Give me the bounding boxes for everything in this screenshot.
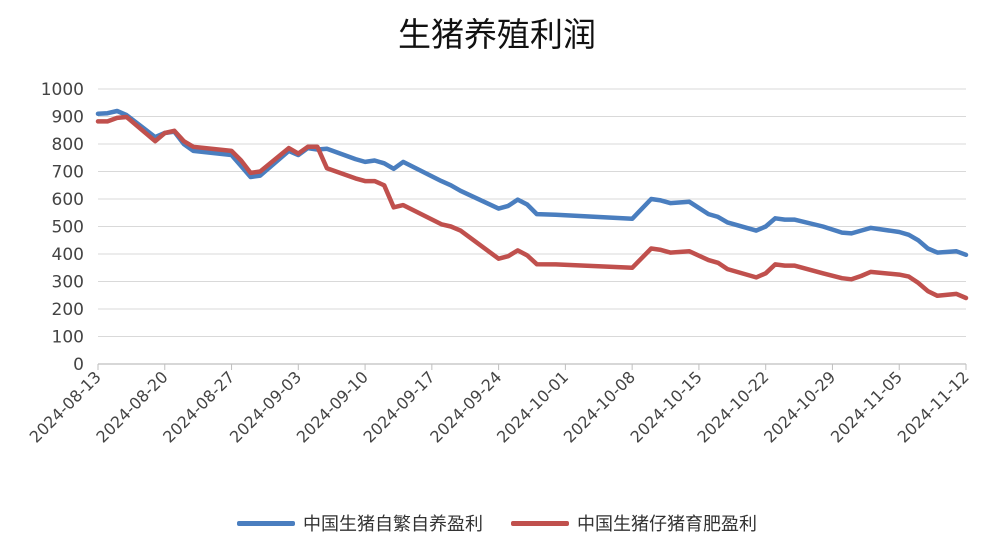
y-tick-label: 800 [52,135,84,155]
y-tick-label: 300 [52,273,84,293]
y-tick-label: 200 [52,300,84,320]
series-line-1 [95,108,969,258]
legend-label-series-1: 中国生猪自繁自养盈利 [303,514,483,535]
y-tick-label: 100 [52,328,84,348]
grid-lines [98,88,966,337]
legend-item-series-2: 中国生猪仔猪育肥盈利 [511,510,757,536]
y-tick-label: 400 [52,245,84,265]
y-tick-label: 0 [73,355,84,375]
y-tick-label: 600 [52,190,84,210]
axes: 010020030040050060070080090010002024-08-… [26,80,973,447]
legend-label-series-2: 中国生猪仔猪育肥盈利 [577,514,757,535]
legend-swatch-series-1 [237,520,295,526]
y-tick-label: 900 [52,108,84,128]
chart-title: 生猪养殖利润 [398,15,596,54]
series-line-2 [95,114,969,301]
y-tick-label: 500 [52,218,84,238]
series-lines [95,108,969,301]
legend-swatch-series-2 [511,520,569,526]
legend: 中国生猪自繁自养盈利 中国生猪仔猪育肥盈利 [0,510,994,536]
x-tick-label: 2024-11-12 [894,367,973,446]
y-tick-label: 700 [52,163,84,183]
y-tick-label: 1000 [41,80,84,100]
legend-item-series-1: 中国生猪自繁自养盈利 [237,510,483,536]
